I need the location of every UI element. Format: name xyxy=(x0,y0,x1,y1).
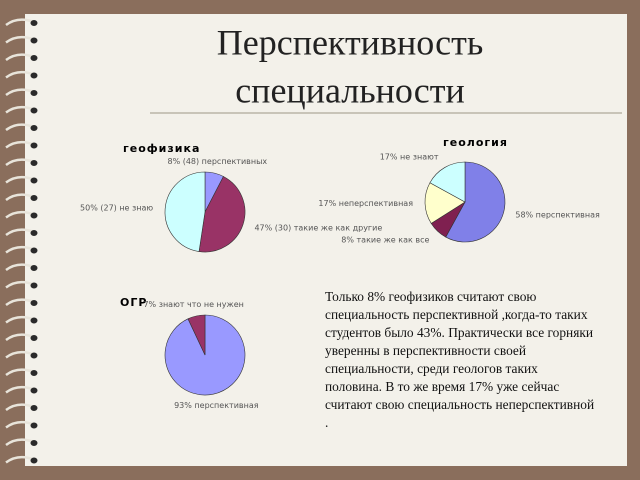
ring-hole xyxy=(30,440,38,446)
ring-hole xyxy=(30,72,38,79)
ring-hole xyxy=(30,457,38,464)
ring-hole xyxy=(30,387,38,394)
slide-title: Перспективность xyxy=(217,22,484,62)
slice-label: 93% перспективная xyxy=(174,401,259,410)
ring-hole xyxy=(30,265,38,271)
ring-hole xyxy=(30,177,38,184)
slice-label: 50% (27) не знаю xyxy=(80,204,153,213)
ring-hole xyxy=(30,230,38,236)
ring-hole xyxy=(30,195,38,201)
ring-hole xyxy=(30,370,38,376)
ring-hole xyxy=(30,300,38,306)
ring-hole xyxy=(30,405,38,411)
pie-slice xyxy=(164,171,206,252)
pie-slice xyxy=(445,161,506,243)
ring-hole xyxy=(30,212,38,219)
ring-hole xyxy=(30,160,38,166)
ring-hole xyxy=(30,142,38,149)
ring-hole xyxy=(30,352,38,359)
chart-title: геология xyxy=(443,136,508,149)
ring-hole xyxy=(30,317,38,324)
ring-hole xyxy=(30,247,38,254)
pie-slice xyxy=(198,176,246,253)
pie-slice xyxy=(429,161,466,203)
slice-label: 8% такие же как все xyxy=(341,235,429,244)
slice-label: 47% (30) такие же как другие xyxy=(254,224,382,233)
slice-label: 17% не знают xyxy=(380,153,439,162)
ring-hole xyxy=(30,37,38,44)
body-text: Только 8% геофизиков считают свою специа… xyxy=(325,289,595,430)
slice-label: 17% неперспективная xyxy=(318,199,413,208)
ring-hole xyxy=(30,335,38,341)
ring-hole xyxy=(30,90,38,96)
slice-label: 7% знают что не нужен xyxy=(143,300,243,309)
slice-label: 8% (48) перспективных xyxy=(167,157,267,166)
slide-title: специальности xyxy=(235,70,465,110)
pie-slice xyxy=(187,314,206,356)
page xyxy=(25,14,627,466)
ring-hole xyxy=(30,55,38,61)
pie-slice xyxy=(424,182,466,224)
ring-hole xyxy=(30,107,38,114)
ring-hole xyxy=(30,422,38,429)
ring-hole xyxy=(30,282,38,289)
ring-hole xyxy=(30,125,38,131)
chart-title: геофизика xyxy=(123,142,200,155)
chart-title: ОГР xyxy=(120,296,147,309)
ring-hole xyxy=(30,20,38,26)
slice-label: 58% перспективная xyxy=(515,210,600,219)
binding xyxy=(5,18,38,464)
